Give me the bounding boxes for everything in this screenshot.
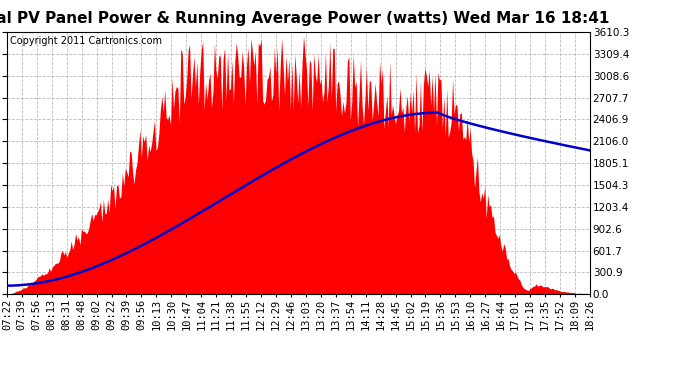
Text: Copyright 2011 Cartronics.com: Copyright 2011 Cartronics.com	[10, 36, 162, 46]
Text: Total PV Panel Power & Running Average Power (watts) Wed Mar 16 18:41: Total PV Panel Power & Running Average P…	[0, 11, 609, 26]
